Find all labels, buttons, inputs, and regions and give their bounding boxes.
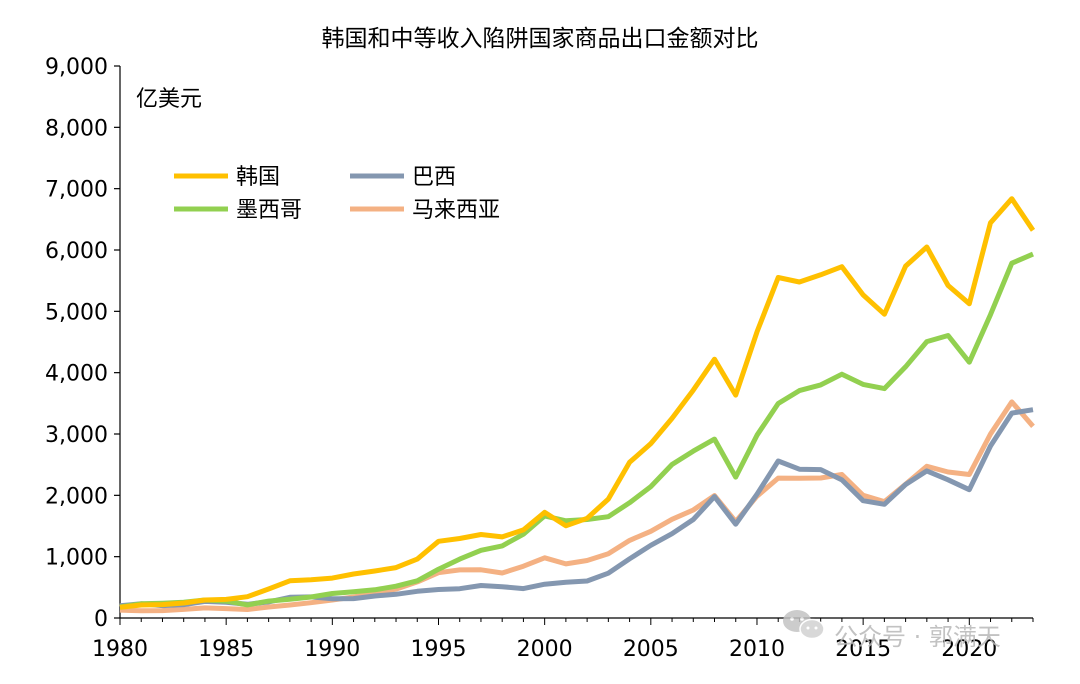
series-line [119,196,1036,610]
y-axis: 0 1,000 2,000 3,000 4,000 5,000 6,000 7,000 8,00… [45,55,121,632]
x-tick-label: 2010 [729,637,785,662]
wechat-icon [783,610,825,640]
series-line [119,399,1035,614]
y-tick-label: 7,000 [45,178,108,203]
y-tick-label: 3,000 [45,423,108,448]
series-line [119,251,1034,610]
x-tick-label: 1980 [92,637,148,662]
y-tick-label: 8,000 [45,116,108,141]
x-tick-label: 1995 [410,637,466,662]
y-tick-label: 9,000 [45,55,108,80]
y-tick-label: 2,000 [45,484,108,509]
x-tick-label: 2020 [941,637,997,662]
watermark: 公众号 · 郭满天 [783,610,1001,651]
y-tick-label: 1,000 [45,546,108,571]
x-tick-label: 1990 [304,637,360,662]
y-tick-label: 5,000 [45,300,108,325]
legend-label: 马来西亚 [412,198,500,223]
y-tick-label: 6,000 [45,239,108,264]
x-tick-label: 2000 [517,637,573,662]
chart-title: 韩国和中等收入陷阱国家商品出口金额对比 [322,26,759,52]
series-line [119,407,1034,609]
legend-label: 韩国 [236,165,280,190]
y-tick-label: 4,000 [45,362,108,387]
legend-label: 巴西 [412,165,456,190]
y-tick-label: 0 [94,607,108,632]
legend-label: 墨西哥 [236,198,302,223]
x-tick-label: 1985 [198,637,254,662]
series-lines [119,196,1036,614]
x-tick-label: 2015 [835,637,891,662]
watermark-text: 公众号 · 郭满天 [834,623,1001,651]
x-tick-label: 2005 [623,637,679,662]
x-axis: 1980 1985 1990 1995 2000 2005 2010 2015 2020 [92,617,1034,662]
y-unit-label: 亿美元 [136,87,202,112]
